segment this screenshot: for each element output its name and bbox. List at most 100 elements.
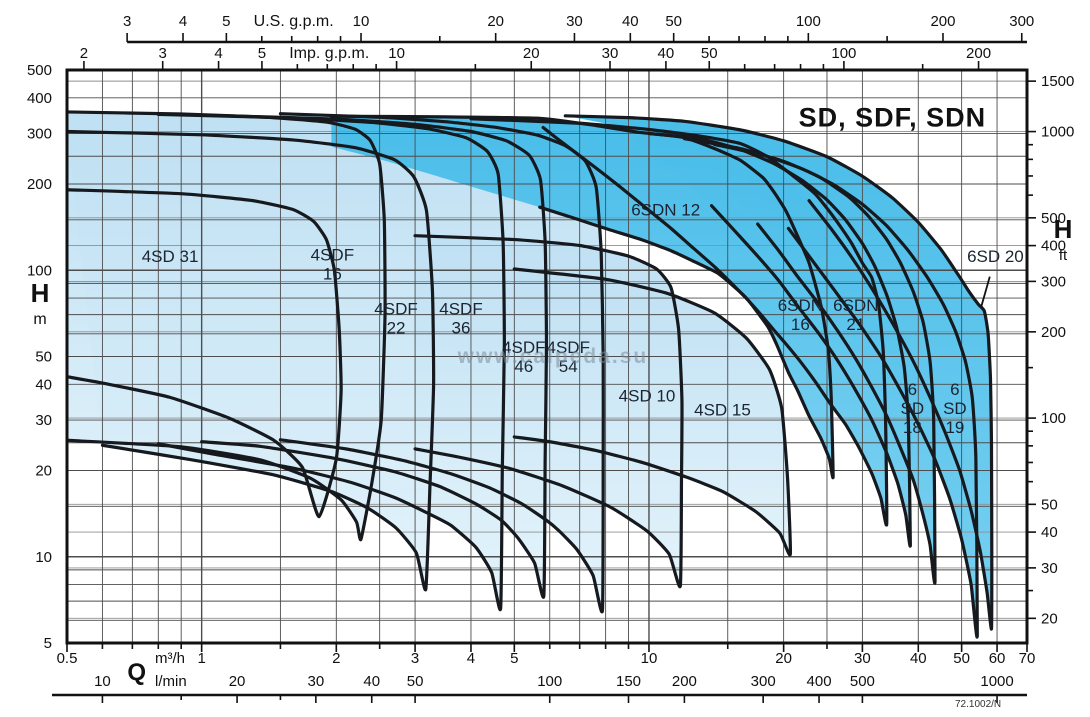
pump-label-text: 6SD 20 xyxy=(967,247,1024,266)
imp-gpm-tick-label: 3 xyxy=(159,45,167,62)
pump-label-text: 36 xyxy=(452,319,471,338)
m3h-tick-label: 20 xyxy=(775,650,792,667)
imp-gpm-tick-label: 40 xyxy=(658,45,675,62)
pump-label-text: 21 xyxy=(846,315,865,334)
pump-label-text: 4SDF xyxy=(547,338,590,357)
lmin-tick-label: 400 xyxy=(807,673,832,690)
envelope-curve-4sd-31 xyxy=(67,188,343,519)
lmin-tick-label: 50 xyxy=(407,673,424,690)
pump-label-text: 6 xyxy=(950,380,959,399)
envelope-curve-4sdf-54 xyxy=(278,112,605,614)
h-ft-tick-label: 300 xyxy=(1041,273,1066,290)
envelope-curve-6-sd-19 xyxy=(712,142,979,639)
document-code: 72.1002/N xyxy=(955,699,1002,710)
h-m-tick-label: 30 xyxy=(35,412,52,429)
m3h-tick-label: 60 xyxy=(989,650,1006,667)
m3h-tick-label: 0.5 xyxy=(57,650,78,667)
chart-title: SD, SDF, SDN xyxy=(798,102,987,133)
imp-gpm-tick-label: 10 xyxy=(388,45,405,62)
imp-gpm-tick-label: 5 xyxy=(258,45,266,62)
pump-label-text: 19 xyxy=(945,418,964,437)
pump-envelope-curves xyxy=(67,110,994,639)
pump-label-text: 4SDF xyxy=(439,300,482,319)
pump-label-text: 4SD 10 xyxy=(619,387,676,406)
h-m-tick-label: 500 xyxy=(27,62,52,79)
us-gpm-tick-label: 4 xyxy=(179,13,187,30)
pump-label-text: 4SD 31 xyxy=(142,247,199,266)
lmin-tick-label: 20 xyxy=(229,673,246,690)
imp-gpm-tick-label: 100 xyxy=(831,45,856,62)
lmin-tick-label: 200 xyxy=(672,673,697,690)
h-m-tick-label: 400 xyxy=(27,90,52,107)
h-m-tick-label: 50 xyxy=(35,349,52,366)
h-m-tick-label: 20 xyxy=(35,463,52,480)
us-gpm-tick-label: 300 xyxy=(1009,13,1034,30)
h-m-unit-label: m xyxy=(33,311,46,328)
pump-label-6sd-20: 6SD 20 xyxy=(967,247,1024,308)
imp-gpm-tick-label: 50 xyxy=(701,45,718,62)
pump-label-4sd-15: 4SD 15 xyxy=(694,401,751,420)
h-ft-tick-label: 200 xyxy=(1041,324,1066,341)
us-gpm-tick-label: 50 xyxy=(665,13,682,30)
m3h-tick-label: 50 xyxy=(953,650,970,667)
m3h-tick-label: 5 xyxy=(510,650,518,667)
envelope-fill-4sd-15 xyxy=(514,269,791,555)
h-ft-tick-label: 40 xyxy=(1041,524,1058,541)
imp-gpm-tick-label: 4 xyxy=(214,45,222,62)
pump-label-text: 6SDN 12 xyxy=(631,200,700,219)
us-gpm-tick-label: 40 xyxy=(622,13,639,30)
pump-label-text: 4SDF xyxy=(502,338,545,357)
h-m-axis-title: H xyxy=(31,278,50,308)
m3h-tick-label: 10 xyxy=(641,650,658,667)
h-ft-tick-label: 500 xyxy=(1041,210,1066,227)
pump-label-6sdn-12: 6SDN 12 xyxy=(631,200,700,219)
envelope-curve-6sd-20 xyxy=(563,114,994,631)
envelope-curve-6-sd-18 xyxy=(682,137,937,585)
lmin-tick-label: 40 xyxy=(363,673,380,690)
h-ft-tick-label: 20 xyxy=(1041,610,1058,627)
pump-label-4sd-31: 4SD 31 xyxy=(142,247,199,266)
imp-gpm-tick-label: 200 xyxy=(966,45,991,62)
m3h-tick-label: 4 xyxy=(467,650,475,667)
m3h-tick-label: 70 xyxy=(1019,650,1036,667)
pump-labels: 4SD 31 4SDF164SDF224SDF364SDF464SDF544SD … xyxy=(142,200,1024,437)
m3h-unit-label: m³/h xyxy=(155,650,185,667)
us-gpm-axis-title: U.S. g.p.m. xyxy=(254,13,334,30)
lmin-tick-label: 150 xyxy=(616,673,641,690)
h-m-tick-label: 100 xyxy=(27,262,52,279)
pump-label-text: 6 xyxy=(908,380,917,399)
us-gpm-tick-label: 5 xyxy=(222,13,230,30)
us-gpm-tick-label: 20 xyxy=(487,13,504,30)
envelope-curve-4sd-10 xyxy=(413,234,684,589)
envelope-curve-6sdn-21 xyxy=(647,131,912,548)
h-ft-tick-label: 50 xyxy=(1041,496,1058,513)
pump-label-text: 6SDN xyxy=(833,296,878,315)
pump-label-text: 18 xyxy=(903,418,922,437)
m3h-tick-label: 30 xyxy=(854,650,871,667)
lmin-tick-label: 1000 xyxy=(980,673,1013,690)
pump-label-text: 6SDN xyxy=(778,296,823,315)
pump-label-text: 16 xyxy=(323,265,342,284)
h-m-tick-label: 40 xyxy=(35,376,52,393)
imp-gpm-tick-label: 20 xyxy=(523,45,540,62)
h-ft-tick-label: 400 xyxy=(1041,238,1066,255)
h-ft-tick-label: 1000 xyxy=(1041,124,1074,141)
h-ft-tick-label: 100 xyxy=(1041,410,1066,427)
m3h-tick-label: 3 xyxy=(411,650,419,667)
q-axis-title: Q xyxy=(127,659,146,686)
m3h-tick-label: 40 xyxy=(910,650,927,667)
lmin-unit-label: l/min xyxy=(155,673,187,690)
imp-gpm-axis-title: Imp. g.p.m. xyxy=(289,45,369,62)
h-ft-tick-label: 30 xyxy=(1041,560,1058,577)
lmin-tick-label: 500 xyxy=(850,673,875,690)
imp-gpm-tick-label: 30 xyxy=(602,45,619,62)
